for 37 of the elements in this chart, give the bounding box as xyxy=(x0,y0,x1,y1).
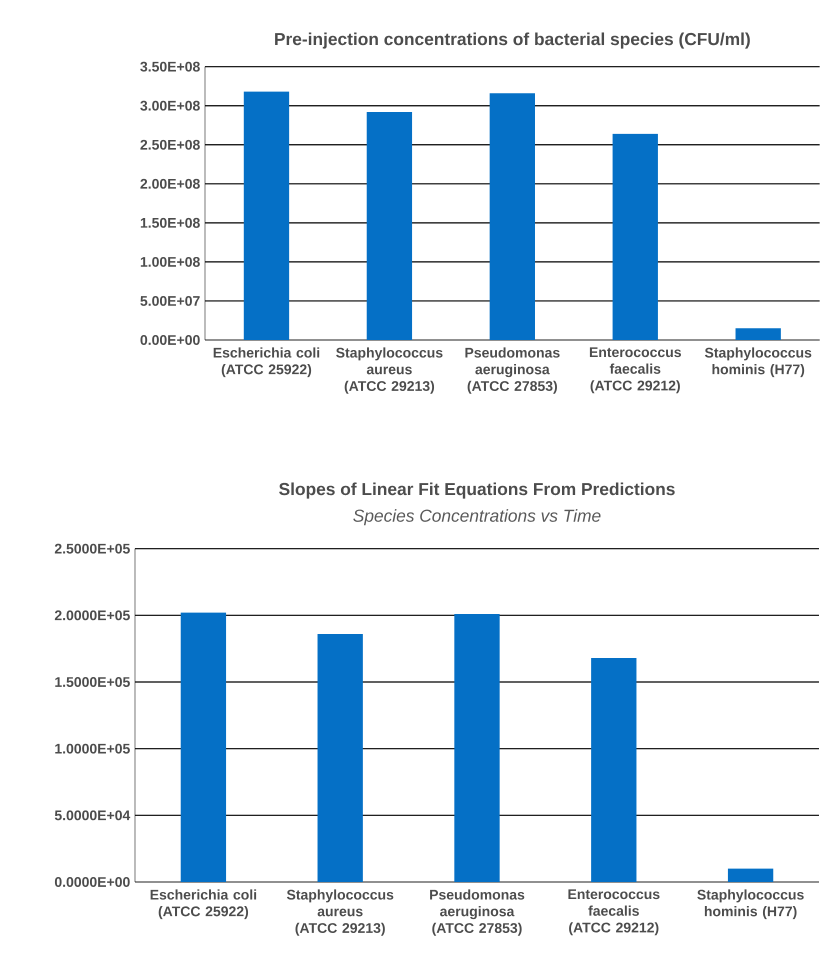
x-tick-label: Enterococcus faecalis (ATCC 29212) xyxy=(568,889,660,936)
x-tick-label: Staphylococcus aureus (ATCC 29213) xyxy=(286,889,394,936)
bar xyxy=(454,614,500,882)
chart-title: Slopes of Linear Fit Equations From Predictions xyxy=(279,482,675,499)
x-tick-label: Staphylococcus hominis (H77) xyxy=(697,889,804,920)
y-tick-label: 5.0000E+04 xyxy=(54,810,130,820)
y-tick-label: 1.00E+08 xyxy=(140,256,200,267)
x-tick-label: Pseudomonas aeruginosa (ATCC 27853) xyxy=(465,347,560,394)
y-tick-label: 0.0000E+00 xyxy=(54,877,130,887)
y-tick-label: 2.5000E+05 xyxy=(54,544,130,554)
bar xyxy=(318,634,363,882)
x-tick-label: Pseudomonas aeruginosa (ATCC 27853) xyxy=(430,889,524,936)
x-tick-label: Escherichia coli (ATCC 25922) xyxy=(214,347,320,378)
bar xyxy=(736,328,781,340)
bar xyxy=(728,868,774,882)
chart-subtitle: Species Concentrations vs Time xyxy=(353,509,601,526)
y-tick-label: 1.50E+08 xyxy=(140,218,200,228)
x-tick-label: Staphylococcus aureus (ATCC 29213) xyxy=(336,347,443,394)
y-tick-label: 3.50E+08 xyxy=(140,62,200,72)
x-tick-label: Staphylococcus hominis (H77) xyxy=(704,347,812,378)
y-tick-label: 1.5000E+05 xyxy=(55,677,130,687)
bar xyxy=(366,112,412,340)
bar xyxy=(591,658,636,882)
bar xyxy=(244,92,290,340)
y-tick-label: 0.00E+00 xyxy=(140,335,200,345)
y-tick-label: 1.0000E+05 xyxy=(55,744,130,754)
bar xyxy=(490,93,535,340)
bar xyxy=(612,134,658,340)
y-tick-label: 3.00E+08 xyxy=(140,100,200,111)
chart-title: Pre-injection concentrations of bacterial species (CFU/ml) xyxy=(275,32,750,49)
y-tick-label: 2.50E+08 xyxy=(140,140,200,150)
x-tick-label: Escherichia coli (ATCC 25922) xyxy=(150,889,256,920)
y-tick-label: 2.00E+08 xyxy=(140,178,200,189)
x-tick-label: Enterococcus faecalis (ATCC 29212) xyxy=(590,347,681,394)
bar xyxy=(180,612,226,882)
y-tick-label: 5.00E+07 xyxy=(140,296,200,306)
y-tick-label: 2.0000E+05 xyxy=(54,610,130,620)
